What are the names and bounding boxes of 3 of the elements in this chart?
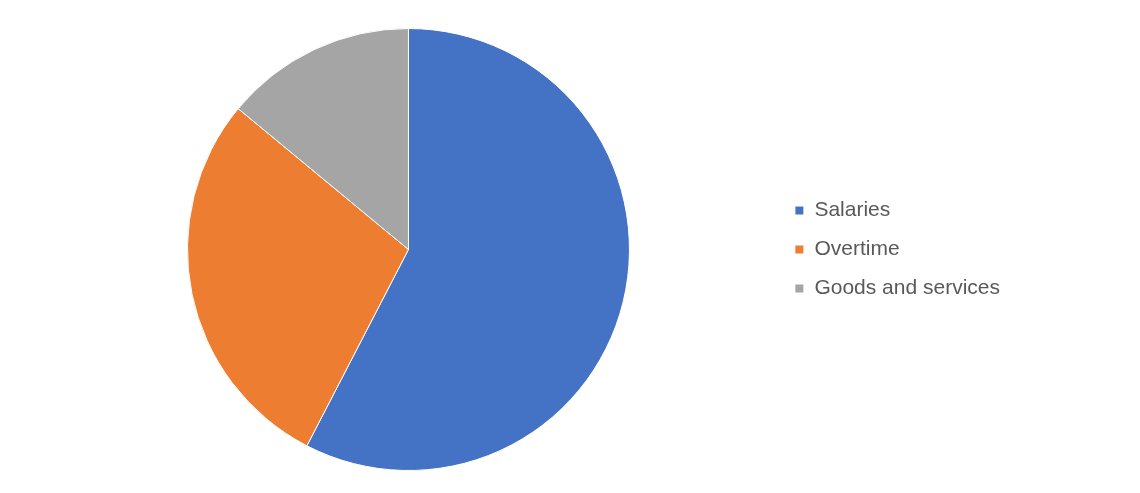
legend-label: Salaries — [814, 197, 891, 221]
legend-label: Goods and services — [814, 275, 1001, 299]
legend-label: Overtime — [814, 236, 900, 260]
